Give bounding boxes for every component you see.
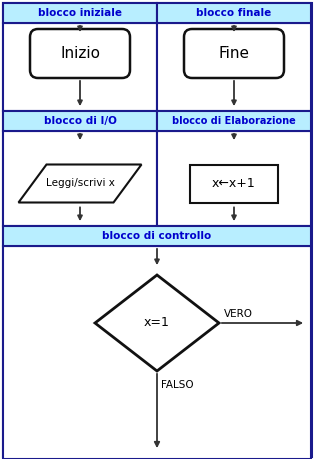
FancyBboxPatch shape [30, 29, 130, 78]
Polygon shape [19, 164, 142, 202]
Text: blocco di I/O: blocco di I/O [44, 116, 116, 126]
Text: x←x+1: x←x+1 [212, 177, 256, 190]
Text: blocco iniziale: blocco iniziale [38, 8, 122, 18]
Bar [3, 131, 157, 226]
Text: x=1: x=1 [144, 317, 170, 330]
Text: VERO: VERO [224, 309, 253, 319]
Text: blocco di controllo: blocco di controllo [102, 231, 212, 241]
Text: Fine: Fine [219, 46, 250, 61]
Bar [157, 111, 311, 131]
Bar [3, 23, 157, 111]
Bar [3, 3, 157, 23]
Bar [157, 131, 311, 226]
Bar [3, 226, 311, 246]
Bar [3, 246, 311, 459]
Text: blocco finale: blocco finale [196, 8, 272, 18]
Text: Leggi/scrivi x: Leggi/scrivi x [46, 179, 114, 189]
Text: blocco di Elaborazione: blocco di Elaborazione [172, 116, 296, 126]
Bar [157, 3, 311, 23]
FancyBboxPatch shape [184, 29, 284, 78]
Bar [3, 111, 157, 131]
Text: Inizio: Inizio [60, 46, 100, 61]
Text: FALSO: FALSO [161, 380, 194, 390]
Polygon shape [95, 275, 219, 371]
Bar [190, 164, 278, 202]
Bar [157, 23, 311, 111]
